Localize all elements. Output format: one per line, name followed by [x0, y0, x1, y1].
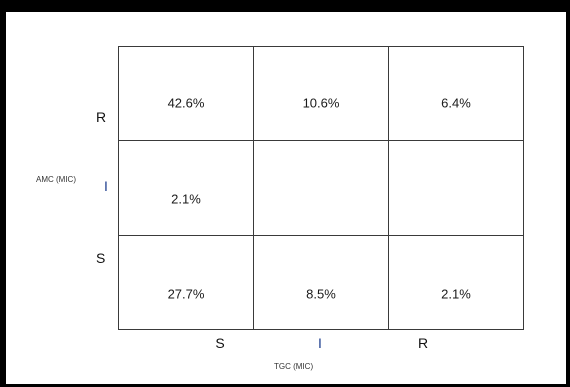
x-tick-label-i: I [318, 335, 322, 351]
cell-r-i: 10.6% [254, 47, 389, 142]
resistance-matrix: 42.6% 10.6% 6.4% 2.1% 27.7% 8.5% 2.1% [118, 46, 524, 330]
cell-value-s-i: 8.5% [306, 286, 336, 302]
cell-s-i: 8.5% [254, 235, 389, 330]
cell-value-r-r: 6.4% [441, 95, 471, 111]
cell-value-s-s: 27.7% [167, 286, 205, 302]
y-tick-label-i: I [104, 178, 108, 194]
cell-r-r: 6.4% [389, 47, 524, 142]
cell-r-s: 42.6% [119, 47, 254, 142]
x-tick-label-s: S [215, 335, 225, 351]
x-axis-title: TGC (MIC) [274, 362, 314, 371]
cell-s-r: 2.1% [389, 235, 524, 330]
cell-i-s: 2.1% [119, 141, 254, 236]
cell-value-r-i: 10.6% [302, 95, 340, 111]
cell-i-i [254, 141, 389, 236]
x-tick-label-r: R [417, 335, 429, 351]
cell-value-s-r: 2.1% [441, 286, 471, 302]
y-tick-label-s: S [96, 250, 106, 266]
cell-value-r-s: 42.6% [167, 95, 205, 111]
y-axis-title: AMC (MIC) [36, 175, 76, 184]
cell-i-r [389, 141, 524, 236]
y-tick-label-r: R [96, 109, 107, 125]
cell-s-s: 27.7% [119, 235, 254, 330]
cell-value-i-s: 2.1% [171, 191, 201, 207]
